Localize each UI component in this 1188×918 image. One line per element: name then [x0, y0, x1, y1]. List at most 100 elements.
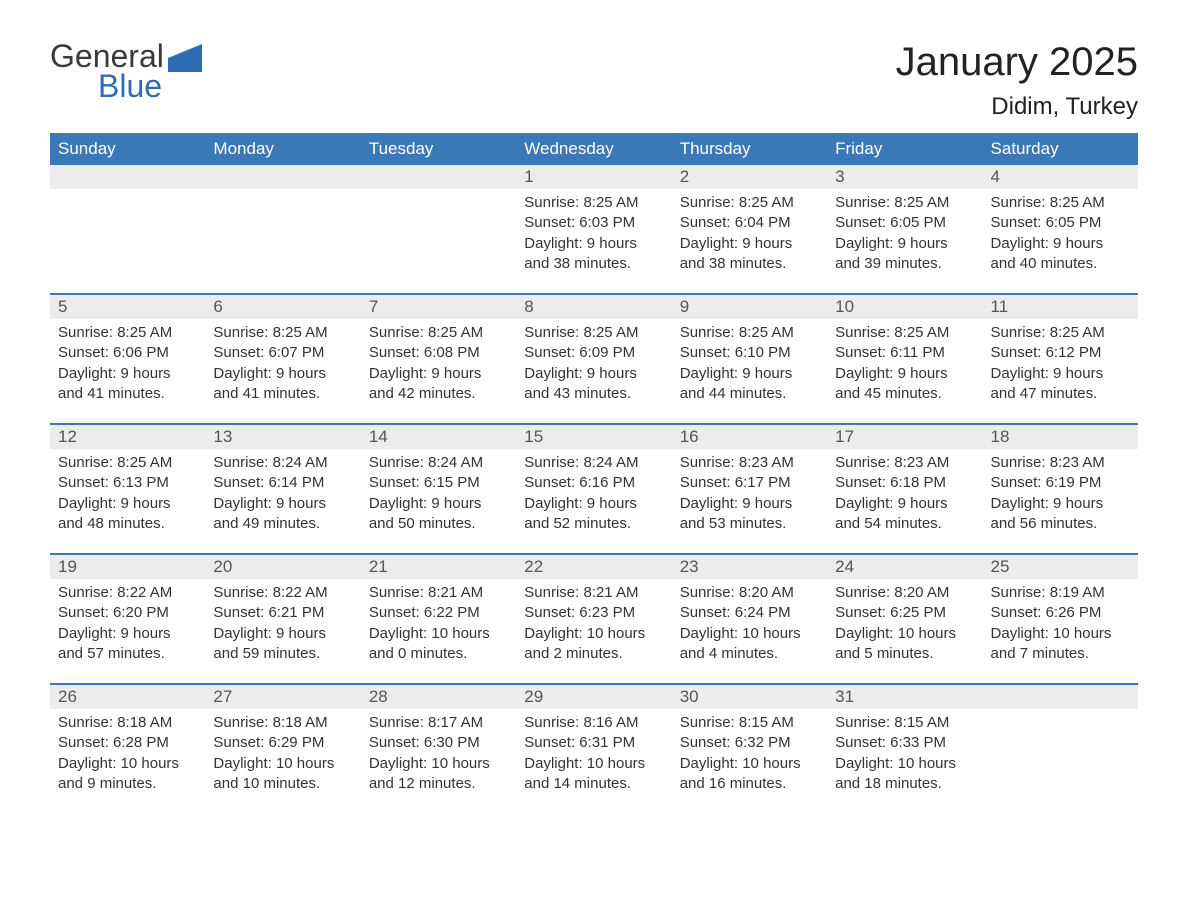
daylight-text: Daylight: 9 hours and 56 minutes. [991, 494, 1130, 535]
daylight-text: Daylight: 9 hours and 44 minutes. [680, 364, 819, 405]
week-row: 26Sunrise: 8:18 AMSunset: 6:28 PMDayligh… [50, 683, 1138, 813]
day-number-row: 22 [516, 555, 671, 579]
day-number-row: 6 [205, 295, 360, 319]
daylight-text: Daylight: 10 hours and 5 minutes. [835, 624, 974, 665]
sunset-text: Sunset: 6:19 PM [991, 473, 1130, 493]
day-cell: 12 Sunrise: 8:25 AMSunset: 6:13 PMDayligh… [50, 425, 205, 553]
day-cell: 25Sunrise: 8:19 AMSunset: 6:26 PMDayligh… [983, 555, 1138, 683]
day-number-row: 5 [50, 295, 205, 319]
day-info: Sunrise: 8:20 AMSunset: 6:25 PMDaylight:… [835, 583, 974, 664]
logo-text: General Blue [50, 40, 164, 102]
day-cell [983, 685, 1138, 813]
day-info: Sunrise: 8:15 AMSunset: 6:32 PMDaylight:… [680, 713, 819, 794]
day-cell: 27 Sunrise: 8:18 AMSunset: 6:29 PMDayligh… [205, 685, 360, 813]
sunrise-text: Sunrise: 8:25 AM [991, 323, 1130, 343]
daylight-text: Daylight: 9 hours and 48 minutes. [58, 494, 197, 535]
daylight-text: Daylight: 9 hours and 39 minutes. [835, 234, 974, 275]
day-info: Sunrise: 8:23 AMSunset: 6:19 PMDaylight:… [991, 453, 1130, 534]
daylight-text: Daylight: 10 hours and 18 minutes. [835, 754, 974, 795]
sunrise-text: Sunrise: 8:21 AM [524, 583, 663, 603]
sunrise-text: Sunrise: 8:22 AM [213, 583, 352, 603]
sunset-text: Sunset: 6:10 PM [680, 343, 819, 363]
day-number-row: 12 [50, 425, 205, 449]
sunset-text: Sunset: 6:32 PM [680, 733, 819, 753]
day-number-row: 14 [361, 425, 516, 449]
sunrise-text: Sunrise: 8:23 AM [991, 453, 1130, 473]
sunrise-text: Sunrise: 8:25 AM [680, 193, 819, 213]
daylight-text: Daylight: 9 hours and 38 minutes. [680, 234, 819, 275]
weekday-header-row: SundayMondayTuesdayWednesdayThursdayFrid… [50, 133, 1138, 165]
day-cell: 13Sunrise: 8:24 AMSunset: 6:14 PMDayligh… [205, 425, 360, 553]
day-number: 31 [835, 687, 854, 706]
daylight-text: Daylight: 10 hours and 9 minutes. [58, 754, 197, 795]
daylight-text: Daylight: 9 hours and 42 minutes. [369, 364, 508, 405]
sunset-text: Sunset: 6:07 PM [213, 343, 352, 363]
sunrise-text: Sunrise: 8:24 AM [213, 453, 352, 473]
sunrise-text: Sunrise: 8:25 AM [213, 323, 352, 343]
sunrise-text: Sunrise: 8:18 AM [58, 713, 197, 733]
day-info: Sunrise: 8:24 AMSunset: 6:16 PMDaylight:… [524, 453, 663, 534]
day-info: Sunrise: 8:25 AMSunset: 6:12 PMDaylight:… [991, 323, 1130, 404]
sunset-text: Sunset: 6:29 PM [213, 733, 352, 753]
weekday-header: Friday [827, 133, 982, 165]
day-number: 4 [991, 167, 1000, 186]
day-info: Sunrise: 8:25 AMSunset: 6:08 PMDaylight:… [369, 323, 508, 404]
day-number-row: 18 [983, 425, 1138, 449]
sunrise-text: Sunrise: 8:25 AM [58, 453, 197, 473]
day-number-row: 21 [361, 555, 516, 579]
day-number: 13 [213, 427, 232, 446]
day-info: Sunrise: 8:25 AMSunset: 6:06 PMDaylight:… [58, 323, 197, 404]
sunrise-text: Sunrise: 8:20 AM [680, 583, 819, 603]
day-number: 19 [58, 557, 77, 576]
day-number: 17 [835, 427, 854, 446]
daylight-text: Daylight: 9 hours and 52 minutes. [524, 494, 663, 535]
day-number-row: 29 [516, 685, 671, 709]
day-number: 6 [213, 297, 222, 316]
day-cell: 24Sunrise: 8:20 AMSunset: 6:25 PMDayligh… [827, 555, 982, 683]
day-info: Sunrise: 8:16 AMSunset: 6:31 PMDaylight:… [524, 713, 663, 794]
sunset-text: Sunset: 6:11 PM [835, 343, 974, 363]
day-number-row: 7 [361, 295, 516, 319]
sunrise-text: Sunrise: 8:16 AM [524, 713, 663, 733]
sunrise-text: Sunrise: 8:15 AM [835, 713, 974, 733]
day-cell: 19Sunrise: 8:22 AMSunset: 6:20 PMDayligh… [50, 555, 205, 683]
day-cell: 10Sunrise: 8:25 AMSunset: 6:11 PMDayligh… [827, 295, 982, 423]
day-number-row [983, 685, 1138, 709]
sunset-text: Sunset: 6:08 PM [369, 343, 508, 363]
day-cell: 21Sunrise: 8:21 AMSunset: 6:22 PMDayligh… [361, 555, 516, 683]
daylight-text: Daylight: 10 hours and 0 minutes. [369, 624, 508, 665]
day-info: Sunrise: 8:18 AMSunset: 6:29 PMDaylight:… [213, 713, 352, 794]
day-info: Sunrise: 8:25 AMSunset: 6:04 PMDaylight:… [680, 193, 819, 274]
day-info: Sunrise: 8:25 AMSunset: 6:13 PMDaylight:… [58, 453, 197, 534]
day-cell: 4Sunrise: 8:25 AMSunset: 6:05 PMDaylight… [983, 165, 1138, 293]
weekday-header: Saturday [983, 133, 1138, 165]
day-info: Sunrise: 8:21 AMSunset: 6:23 PMDaylight:… [524, 583, 663, 664]
day-info: Sunrise: 8:15 AMSunset: 6:33 PMDaylight:… [835, 713, 974, 794]
daylight-text: Daylight: 9 hours and 53 minutes. [680, 494, 819, 535]
sunset-text: Sunset: 6:18 PM [835, 473, 974, 493]
day-number-row: 4 [983, 165, 1138, 189]
daylight-text: Daylight: 9 hours and 47 minutes. [991, 364, 1130, 405]
day-number: 22 [524, 557, 543, 576]
day-number: 27 [213, 687, 232, 706]
daylight-text: Daylight: 9 hours and 54 minutes. [835, 494, 974, 535]
sunset-text: Sunset: 6:16 PM [524, 473, 663, 493]
daylight-text: Daylight: 9 hours and 43 minutes. [524, 364, 663, 405]
day-number-row: 10 [827, 295, 982, 319]
day-cell: 31 Sunrise: 8:15 AMSunset: 6:33 PMDayligh… [827, 685, 982, 813]
day-number-row: 13 [205, 425, 360, 449]
day-number-row: 3 [827, 165, 982, 189]
day-cell: 22 Sunrise: 8:21 AMSunset: 6:23 PMDayligh… [516, 555, 671, 683]
day-number: 25 [991, 557, 1010, 576]
day-cell: 30Sunrise: 8:15 AMSunset: 6:32 PMDayligh… [672, 685, 827, 813]
day-number-row: 17 [827, 425, 982, 449]
day-cell: 2Sunrise: 8:25 AMSunset: 6:04 PMDaylight… [672, 165, 827, 293]
sunrise-text: Sunrise: 8:24 AM [524, 453, 663, 473]
sunset-text: Sunset: 6:22 PM [369, 603, 508, 623]
sunrise-text: Sunrise: 8:17 AM [369, 713, 508, 733]
sunrise-text: Sunrise: 8:19 AM [991, 583, 1130, 603]
day-number-row [361, 165, 516, 189]
day-number-row: 9 [672, 295, 827, 319]
sunset-text: Sunset: 6:12 PM [991, 343, 1130, 363]
sunrise-text: Sunrise: 8:25 AM [835, 193, 974, 213]
